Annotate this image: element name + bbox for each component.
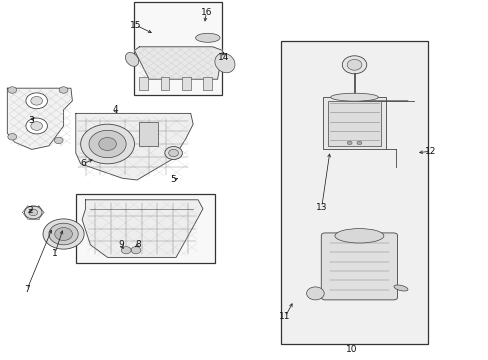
Bar — [322, 97, 386, 149]
Circle shape — [81, 124, 134, 164]
Polygon shape — [76, 113, 193, 180]
Circle shape — [26, 118, 47, 134]
Circle shape — [121, 247, 131, 254]
Text: 10: 10 — [346, 346, 357, 354]
Bar — [76, 194, 215, 263]
Text: 11: 11 — [279, 312, 290, 321]
Circle shape — [31, 122, 42, 130]
Circle shape — [346, 141, 351, 145]
Bar — [281, 41, 427, 344]
Ellipse shape — [393, 285, 407, 291]
Text: 7: 7 — [24, 285, 30, 294]
Circle shape — [99, 138, 116, 150]
Circle shape — [8, 134, 17, 140]
Circle shape — [29, 209, 38, 216]
Bar — [139, 122, 158, 146]
Circle shape — [43, 219, 84, 249]
Ellipse shape — [334, 229, 383, 243]
Circle shape — [55, 228, 72, 240]
Text: 9: 9 — [118, 240, 123, 249]
Circle shape — [26, 93, 47, 109]
Circle shape — [164, 147, 182, 159]
Text: 16: 16 — [200, 8, 212, 17]
Circle shape — [24, 206, 42, 219]
Text: 8: 8 — [135, 240, 141, 249]
Polygon shape — [134, 47, 222, 79]
Text: 1: 1 — [52, 249, 58, 258]
Text: 6: 6 — [80, 159, 86, 168]
Circle shape — [49, 223, 78, 245]
Ellipse shape — [330, 93, 378, 101]
Circle shape — [346, 59, 361, 70]
Bar — [327, 101, 381, 146]
Circle shape — [54, 137, 63, 144]
Polygon shape — [7, 88, 72, 149]
Bar — [160, 77, 169, 90]
Polygon shape — [82, 200, 203, 257]
Ellipse shape — [125, 53, 139, 66]
Circle shape — [89, 130, 126, 158]
Circle shape — [306, 287, 324, 300]
Text: 14: 14 — [218, 53, 229, 62]
Bar — [134, 2, 222, 95]
Bar — [139, 77, 148, 90]
Bar — [203, 77, 211, 90]
Text: 12: 12 — [424, 147, 435, 156]
Bar — [182, 77, 190, 90]
Ellipse shape — [195, 33, 220, 42]
Text: 13: 13 — [315, 202, 327, 211]
Circle shape — [31, 96, 42, 105]
Circle shape — [8, 87, 17, 93]
Text: 3: 3 — [28, 116, 34, 125]
Circle shape — [131, 247, 141, 254]
Circle shape — [59, 87, 68, 93]
Ellipse shape — [214, 53, 235, 73]
Text: 5: 5 — [170, 175, 176, 184]
Circle shape — [356, 141, 361, 145]
Text: 15: 15 — [130, 21, 142, 30]
Text: 4: 4 — [112, 105, 118, 114]
Circle shape — [168, 149, 178, 157]
FancyBboxPatch shape — [321, 233, 397, 300]
Text: 2: 2 — [27, 206, 33, 215]
Circle shape — [342, 56, 366, 74]
